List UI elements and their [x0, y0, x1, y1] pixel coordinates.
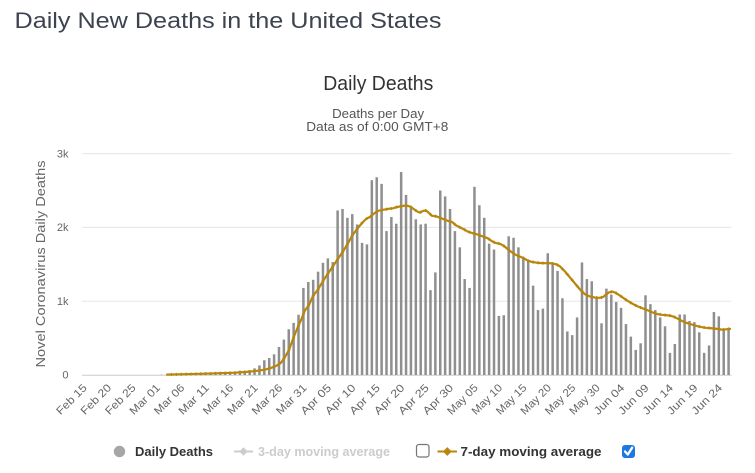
- svg-text:Daily Deaths: Daily Deaths: [323, 73, 433, 95]
- svg-text:Data as of 0:00 GMT+8: Data as of 0:00 GMT+8: [306, 120, 448, 134]
- svg-text:Daily New Deaths in the United: Daily New Deaths in the United States: [15, 8, 442, 33]
- svg-text:0: 0: [62, 370, 68, 382]
- svg-text:3-day moving average: 3-day moving average: [258, 445, 390, 459]
- svg-text:3k: 3k: [57, 148, 69, 160]
- svg-text:Daily Deaths: Daily Deaths: [135, 445, 213, 459]
- svg-text:Novel Coronavirus Daily Deaths: Novel Coronavirus Daily Deaths: [34, 161, 48, 368]
- svg-text:2k: 2k: [57, 222, 69, 234]
- svg-text:7-day moving average: 7-day moving average: [461, 445, 602, 459]
- svg-text:Deaths per Day: Deaths per Day: [332, 107, 425, 121]
- svg-text:1k: 1k: [57, 296, 69, 308]
